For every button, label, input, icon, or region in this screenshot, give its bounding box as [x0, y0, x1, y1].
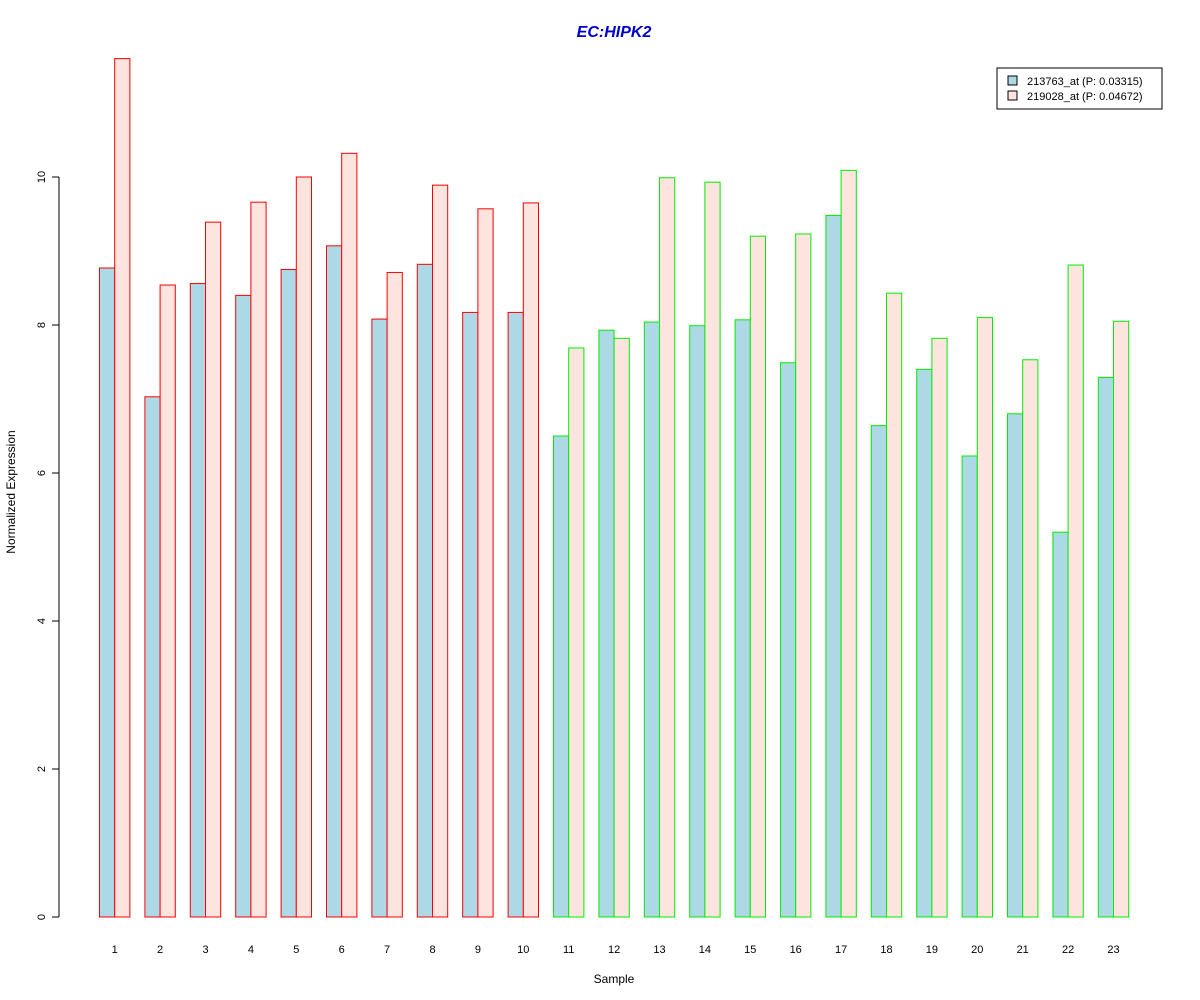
y-tick-label: 4: [36, 618, 48, 624]
bar-series-1-sample-18: [870, 425, 887, 918]
bar-series-1-sample-15: [734, 319, 751, 918]
x-tick-label: 2: [157, 944, 163, 956]
x-tick-label: 16: [790, 944, 802, 956]
x-axis-tick-labels: 1 2 3 4 5 6 7 8 9 10 11 12 13 14 15 16 17 18 19 20 21 22 23: [112, 944, 1120, 956]
x-tick-label: 9: [475, 944, 481, 956]
x-tick-label: 13: [653, 944, 665, 956]
bar-series-1-sample-12: [598, 329, 615, 918]
x-tick-label: 21: [1017, 944, 1029, 956]
bar-series-1-sample-7: [371, 318, 388, 918]
bar-series-2-sample-7: [386, 271, 403, 918]
bar-series-1-sample-3: [189, 283, 207, 918]
x-tick-label: 7: [384, 944, 390, 956]
bar-series-2-sample-22: [1067, 264, 1084, 918]
bar-series-2-sample-16: [795, 233, 812, 918]
x-axis-label: Sample: [594, 972, 635, 986]
x-tick-label: 12: [608, 944, 620, 956]
bar-series-2-sample-15: [749, 235, 766, 918]
x-tick-label: 14: [699, 944, 711, 956]
legend-label-2: 219028_at (P: 0.04672): [1027, 91, 1143, 103]
bar-series-2-sample-12: [613, 337, 630, 918]
bar-series-2-sample-2: [159, 284, 176, 918]
bar-series-2-sample-21: [1022, 359, 1039, 918]
bar-series-1-sample-11: [553, 435, 570, 918]
x-tick-label: 10: [517, 944, 529, 956]
x-tick-label: 4: [248, 944, 254, 956]
bar-series-1-sample-6: [326, 245, 343, 918]
bar-series-1-sample-1: [99, 267, 116, 918]
y-tick-label: 6: [36, 470, 48, 476]
y-tick-label: 10: [36, 171, 48, 183]
x-tick-label: 5: [293, 944, 299, 956]
bar-series-1-sample-20: [961, 455, 978, 918]
x-tick-label: 20: [971, 944, 983, 956]
chart-title: EC:HIPK2: [577, 24, 652, 41]
y-axis: 0 2 4 6 8 10: [36, 171, 60, 920]
bar-series-2-sample-3: [205, 221, 222, 918]
bar-series-1-sample-10: [507, 311, 524, 918]
x-tick-label: 15: [744, 944, 756, 956]
bar-series-2-sample-20: [976, 317, 993, 918]
bar-series-2-sample-9: [477, 208, 494, 918]
x-tick-label: 18: [880, 944, 892, 956]
legend-box: [996, 67, 1163, 110]
x-tick-label: 22: [1062, 944, 1074, 956]
bar-series-1-sample-13: [643, 321, 660, 918]
bar-series-2-sample-8: [432, 184, 449, 918]
bar-series-1-sample-9: [462, 311, 479, 918]
bar-series-1-sample-19: [916, 368, 933, 918]
x-tick-label: 6: [339, 944, 345, 956]
bar-series-2-sample-10: [522, 202, 539, 918]
bar-series-2-sample-17: [840, 169, 857, 918]
legend-label-1: 213763_at (P: 0.03315): [1027, 76, 1143, 88]
x-tick-label: 23: [1107, 944, 1119, 956]
bar-series-2-sample-18: [886, 292, 903, 918]
bar-series-2-sample-6: [341, 152, 358, 918]
y-axis-label: Normalized Expression: [4, 430, 18, 553]
y-tick-label: 2: [36, 766, 48, 772]
bar-series-2-sample-1: [114, 58, 131, 918]
bar-series-2-sample-4: [250, 201, 267, 918]
y-tick-label: 8: [36, 322, 48, 328]
legend-swatch-2: [1007, 90, 1018, 101]
bar-series-2-sample-5: [295, 176, 312, 918]
bars: [99, 58, 1130, 918]
bar-series-1-sample-17: [825, 214, 842, 918]
y-tick-label: 0: [36, 914, 48, 920]
x-tick-label: 8: [429, 944, 435, 956]
bar-series-1-sample-5: [280, 269, 297, 918]
bar-series-2-sample-11: [568, 347, 585, 918]
bar-series-1-sample-23: [1097, 377, 1115, 918]
bar-series-1-sample-16: [780, 362, 797, 918]
bar-series-1-sample-22: [1052, 531, 1069, 918]
x-tick-label: 3: [202, 944, 208, 956]
bar-series-2-sample-19: [931, 337, 948, 918]
x-tick-label: 1: [112, 944, 118, 956]
bar-series-2-sample-23: [1113, 320, 1130, 918]
bar-series-1-sample-21: [1007, 413, 1024, 918]
bar-series-1-sample-2: [144, 396, 161, 918]
bar-series-1-sample-4: [235, 294, 252, 918]
x-tick-label: 17: [835, 944, 847, 956]
bar-series-2-sample-13: [659, 177, 676, 918]
x-tick-label: 11: [563, 944, 574, 956]
x-tick-label: 19: [926, 944, 938, 956]
bar-series-1-sample-8: [416, 263, 433, 918]
legend: 213763_at (P: 0.03315) 219028_at (P: 0.04…: [996, 67, 1163, 110]
legend-swatch-1: [1007, 75, 1018, 86]
bar-series-2-sample-14: [704, 181, 721, 918]
bar-series-1-sample-14: [689, 325, 706, 918]
